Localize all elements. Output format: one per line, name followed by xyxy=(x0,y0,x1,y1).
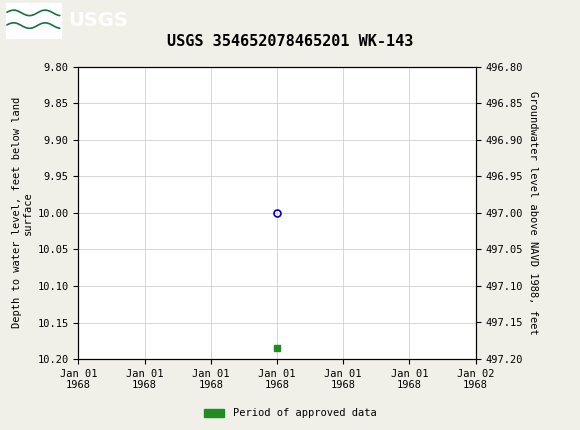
Text: USGS: USGS xyxy=(68,11,128,30)
Y-axis label: Depth to water level, feet below land
surface: Depth to water level, feet below land su… xyxy=(12,97,33,329)
Y-axis label: Groundwater level above NAVD 1988, feet: Groundwater level above NAVD 1988, feet xyxy=(528,91,538,335)
Legend: Period of approved data: Period of approved data xyxy=(200,404,380,423)
Text: USGS 354652078465201 WK-143: USGS 354652078465201 WK-143 xyxy=(167,34,413,49)
Bar xyxy=(6,3,61,37)
